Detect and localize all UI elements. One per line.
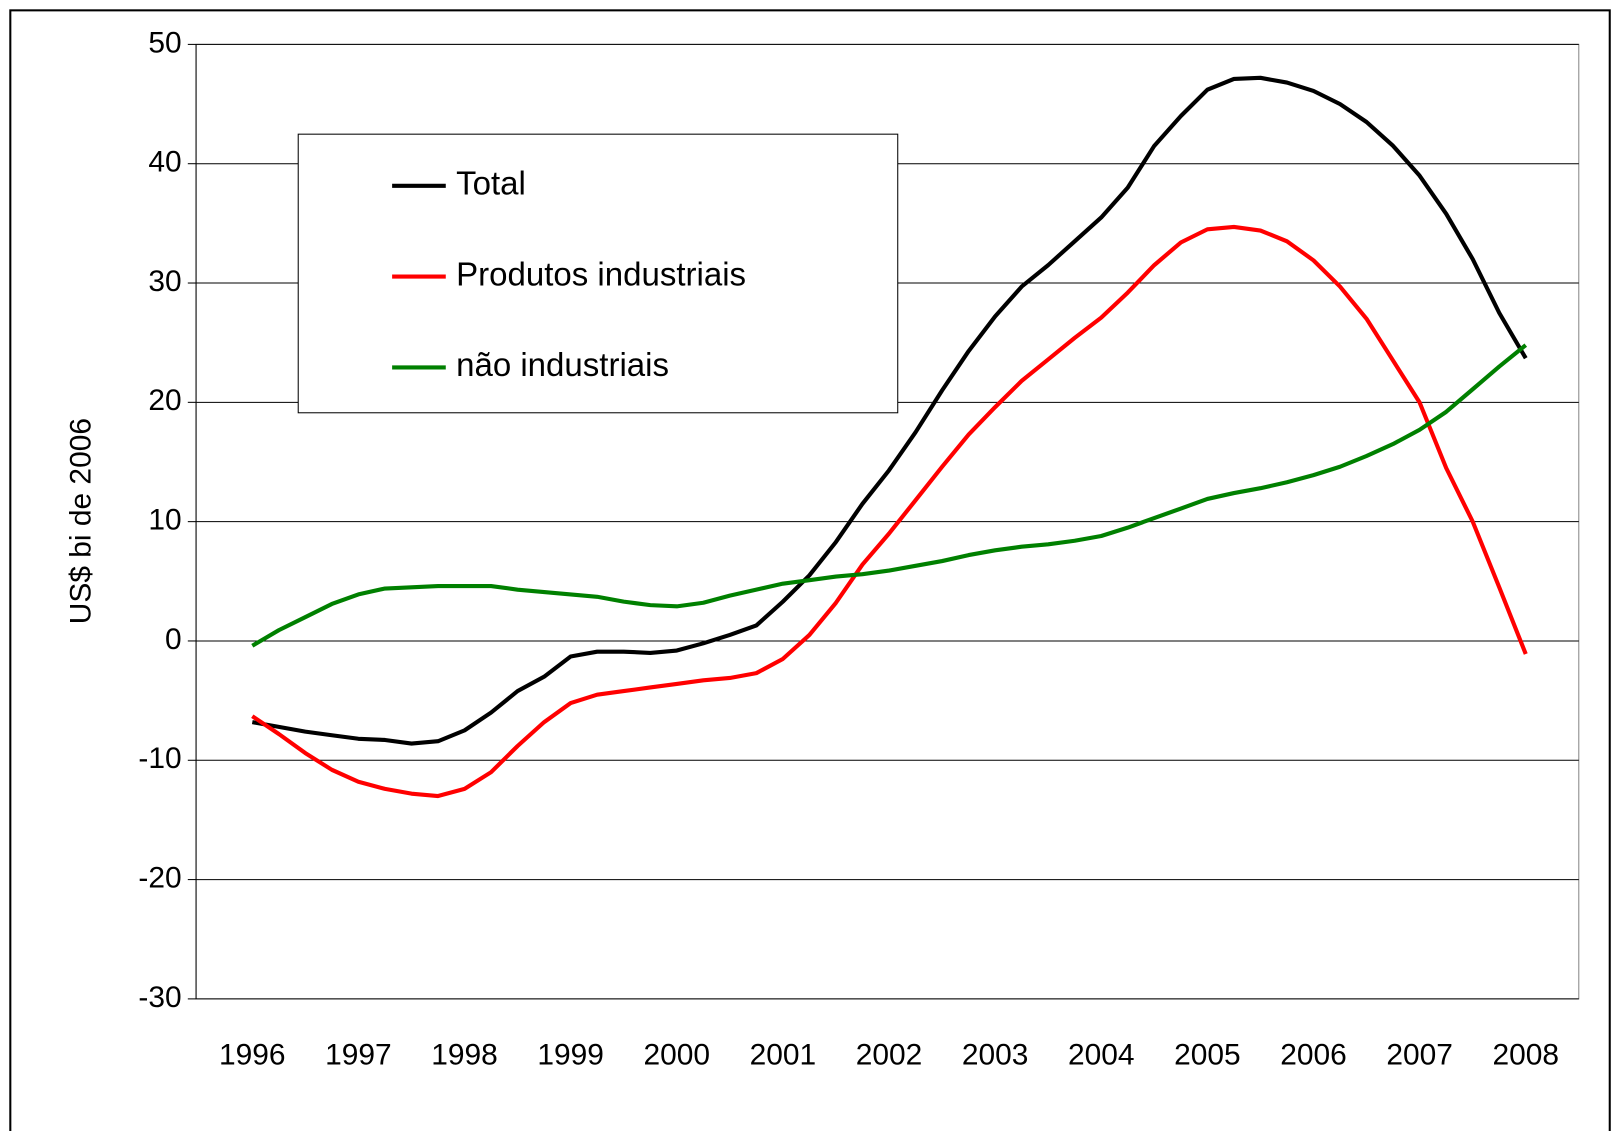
y-tick-label: -10: [138, 742, 181, 775]
legend-label: não industriais: [456, 346, 669, 383]
x-tick-label: 2000: [644, 1039, 711, 1072]
x-tick-label: 2001: [750, 1039, 817, 1072]
y-tick-label: 0: [165, 623, 182, 656]
x-tick-label: 1999: [537, 1039, 604, 1072]
x-tick-label: 1996: [219, 1039, 286, 1072]
y-tick-label: 50: [148, 26, 181, 59]
y-tick-label: -20: [138, 861, 181, 894]
y-tick-label: -30: [138, 981, 181, 1014]
x-tick-label: 2002: [856, 1039, 923, 1072]
x-tick-label: 2003: [962, 1039, 1029, 1072]
y-tick-label: 40: [148, 146, 181, 179]
series-line: [251, 224, 1528, 799]
legend-label: Total: [456, 164, 526, 201]
x-tick-label: 2005: [1174, 1039, 1241, 1072]
x-tick-label: 1998: [431, 1039, 498, 1072]
y-tick-label: 20: [148, 384, 181, 417]
series-line: [251, 75, 1528, 746]
x-tick-label: 2007: [1386, 1039, 1453, 1072]
x-tick-label: 2008: [1492, 1039, 1559, 1072]
y-tick-label: 10: [148, 504, 181, 537]
series-line: [251, 343, 1528, 648]
x-tick-label: 2006: [1280, 1039, 1347, 1072]
x-tick-label: 2004: [1068, 1039, 1135, 1072]
legend-label: Produtos industriais: [456, 255, 746, 292]
x-tick-label: 1997: [325, 1039, 392, 1072]
y-axis-label: US$ bi de 2006: [64, 418, 97, 624]
y-tick-label: 30: [148, 265, 181, 298]
